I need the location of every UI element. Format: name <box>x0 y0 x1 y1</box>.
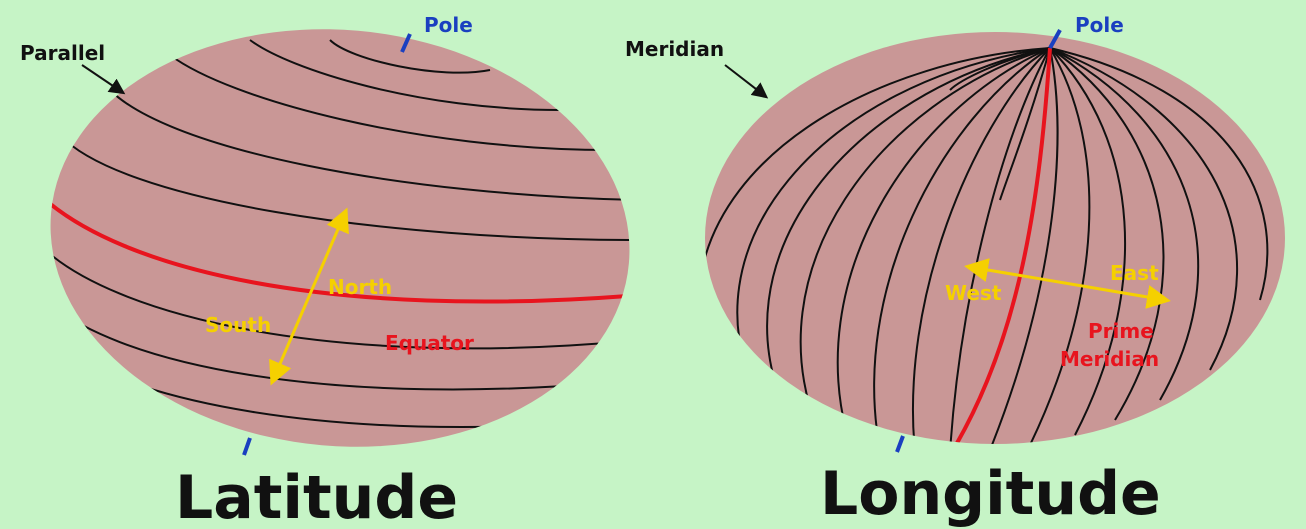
equator-label: Equator <box>385 331 474 355</box>
pole-label: Pole <box>424 13 473 37</box>
south-label: South <box>205 313 271 337</box>
latitude-title: Latitude <box>175 463 458 529</box>
longitude-title: Longitude <box>820 459 1161 529</box>
east-label: East <box>1110 261 1159 285</box>
prime-meridian-label: Prime <box>1088 319 1154 343</box>
meridian-label: Meridian <box>625 37 724 61</box>
parallel-label: Parallel <box>20 41 105 65</box>
north-label: North <box>328 275 392 299</box>
pole-label: Pole <box>1075 13 1124 37</box>
west-label: West <box>945 281 1002 305</box>
diagram: Pole Parallel North South Equator Latitu… <box>0 0 1306 529</box>
prime-meridian-label: Meridian <box>1060 347 1159 371</box>
